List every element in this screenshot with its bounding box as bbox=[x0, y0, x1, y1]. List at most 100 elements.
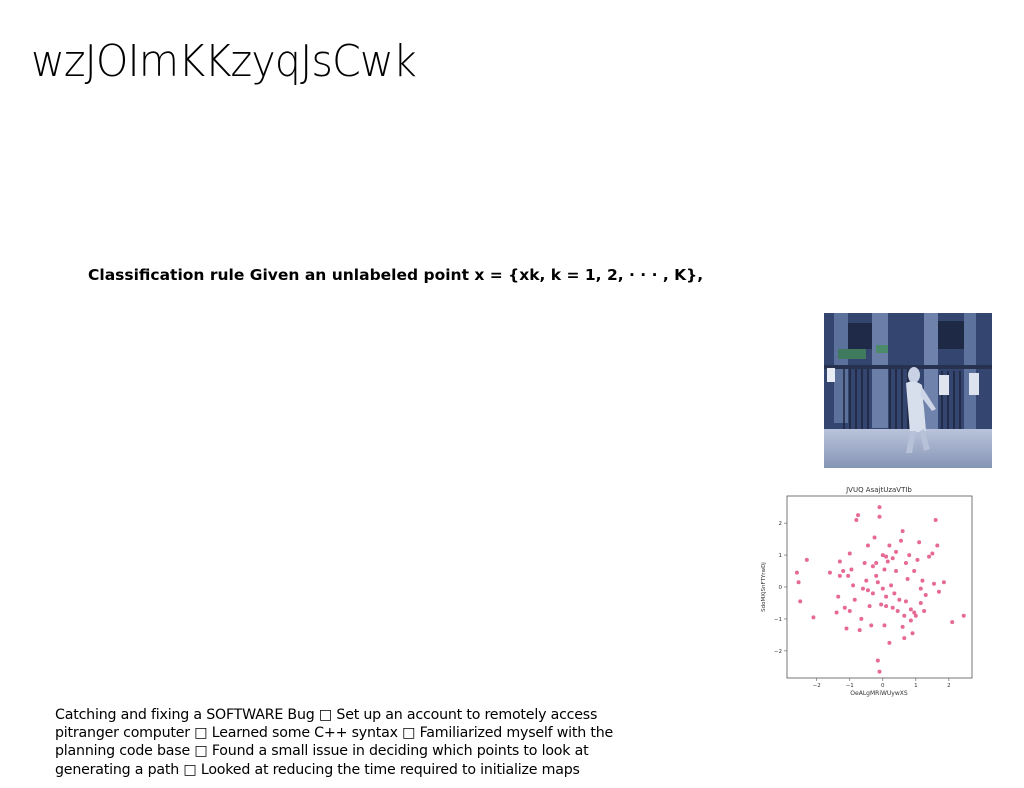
scatter-point bbox=[902, 636, 907, 641]
scatter-point bbox=[918, 600, 923, 605]
scatter-point bbox=[912, 569, 917, 574]
scatter-point bbox=[837, 559, 842, 564]
progress-notes: Catching and fixing a SOFTWARE Bug □ Set… bbox=[55, 706, 635, 779]
scatter-point bbox=[874, 561, 879, 566]
scatter-point bbox=[905, 577, 910, 582]
scatter-point bbox=[882, 623, 887, 628]
x-tick-label: −2 bbox=[813, 683, 821, 689]
scatter-point bbox=[867, 604, 872, 609]
scatter-point bbox=[827, 570, 832, 575]
chart-title: JVUQ AsajtUzaVTIb bbox=[845, 486, 912, 494]
x-tick-label: 0 bbox=[881, 683, 885, 689]
classification-rule-text: Classification rule Given an unlabeled p… bbox=[88, 266, 704, 284]
scatter-point bbox=[865, 543, 870, 548]
scatter-point bbox=[922, 608, 927, 613]
scatter-point bbox=[894, 569, 899, 574]
scatter-point bbox=[884, 604, 889, 609]
x-tick-label: −1 bbox=[846, 683, 854, 689]
scatter-point bbox=[875, 580, 880, 585]
scatter-point bbox=[837, 573, 842, 578]
scatter-point bbox=[836, 594, 841, 599]
x-tick-label: 2 bbox=[947, 683, 951, 689]
street-scene-photo bbox=[824, 313, 992, 468]
scatter-point bbox=[856, 513, 861, 518]
scatter-point bbox=[882, 567, 887, 572]
scatter-point bbox=[847, 608, 852, 613]
scatter-point bbox=[804, 557, 809, 562]
scatter-point bbox=[900, 529, 905, 534]
scatter-point bbox=[870, 591, 875, 596]
scatter-point bbox=[879, 602, 884, 607]
scatter-point bbox=[877, 514, 882, 519]
scatter-point bbox=[874, 573, 879, 578]
slide-title: wzJOImKKzyqJsCwk bbox=[31, 36, 417, 87]
scatter-point bbox=[794, 570, 799, 575]
scatter-point bbox=[885, 559, 890, 564]
scatter-point bbox=[902, 613, 907, 618]
scatter-point bbox=[796, 580, 801, 585]
scatter-point bbox=[875, 658, 880, 663]
scatter-point bbox=[915, 557, 920, 562]
plot-frame bbox=[786, 495, 973, 679]
scatter-point bbox=[918, 586, 923, 591]
scatter-point bbox=[859, 616, 864, 621]
scatter-point bbox=[923, 592, 928, 597]
scatter-point bbox=[857, 628, 862, 633]
y-tick-label: 1 bbox=[779, 553, 783, 559]
scatter-point bbox=[860, 586, 865, 591]
scatter-point bbox=[864, 578, 869, 583]
scatter-point bbox=[841, 569, 846, 574]
scatter-point bbox=[872, 535, 877, 540]
scatter-point bbox=[917, 540, 922, 545]
scatter-point bbox=[877, 505, 882, 510]
scatter-point bbox=[852, 597, 857, 602]
scatter-point bbox=[887, 640, 892, 645]
scatter-point bbox=[930, 551, 935, 556]
scatter-point bbox=[890, 605, 895, 610]
scatter-point bbox=[908, 607, 913, 612]
scatter-point bbox=[877, 669, 882, 674]
scatter-point bbox=[927, 554, 932, 559]
scatter-point bbox=[890, 556, 895, 561]
scatter-point bbox=[884, 594, 889, 599]
scatter-point bbox=[849, 567, 854, 572]
scatter-point bbox=[887, 543, 892, 548]
scatter-point bbox=[892, 591, 897, 596]
scatter-point bbox=[903, 561, 908, 566]
scatter-point bbox=[933, 517, 938, 522]
y-axis-label: SdoMXjSnFTYrwDj bbox=[761, 562, 767, 612]
scatter-point bbox=[936, 589, 941, 594]
scatter-chart: JVUQ AsajtUzaVTIb −2 −1 0 1 2 −2 −1 0 1 2 OeALgM… bbox=[758, 482, 980, 700]
x-axis-label: OeALgMRiWUywXS bbox=[850, 690, 908, 697]
scatter-point bbox=[798, 599, 803, 604]
scatter-point bbox=[854, 517, 859, 522]
scatter-point bbox=[913, 613, 918, 618]
scatter-point bbox=[834, 610, 839, 615]
scatter-point bbox=[912, 610, 917, 615]
notes-text: Catching and fixing a SOFTWARE Bug □ Set… bbox=[55, 707, 618, 778]
scatter-point bbox=[961, 613, 966, 618]
scatter-point bbox=[865, 588, 870, 593]
scatter-point bbox=[950, 620, 955, 625]
scatter-point bbox=[869, 623, 874, 628]
scatter-point bbox=[889, 583, 894, 588]
scatter-point bbox=[870, 564, 875, 569]
y-tick-label: −2 bbox=[774, 649, 782, 655]
scatter-point bbox=[811, 615, 816, 620]
scatter-point bbox=[894, 549, 899, 554]
scatter-point bbox=[895, 608, 900, 613]
scatter-point bbox=[941, 580, 946, 585]
y-tick-label: 2 bbox=[779, 521, 783, 527]
scatter-point bbox=[846, 573, 851, 578]
scatter-point bbox=[910, 631, 915, 636]
scatter-point bbox=[880, 553, 885, 558]
y-tick-label: −1 bbox=[774, 617, 782, 623]
scatter-point bbox=[851, 583, 856, 588]
scatter-point bbox=[884, 554, 889, 559]
scatter-point bbox=[932, 581, 937, 586]
scatter-point bbox=[898, 538, 903, 543]
scatter-point bbox=[903, 599, 908, 604]
scatter-point bbox=[908, 618, 913, 623]
x-tick-label: 1 bbox=[914, 683, 918, 689]
scatter-point bbox=[935, 543, 940, 548]
